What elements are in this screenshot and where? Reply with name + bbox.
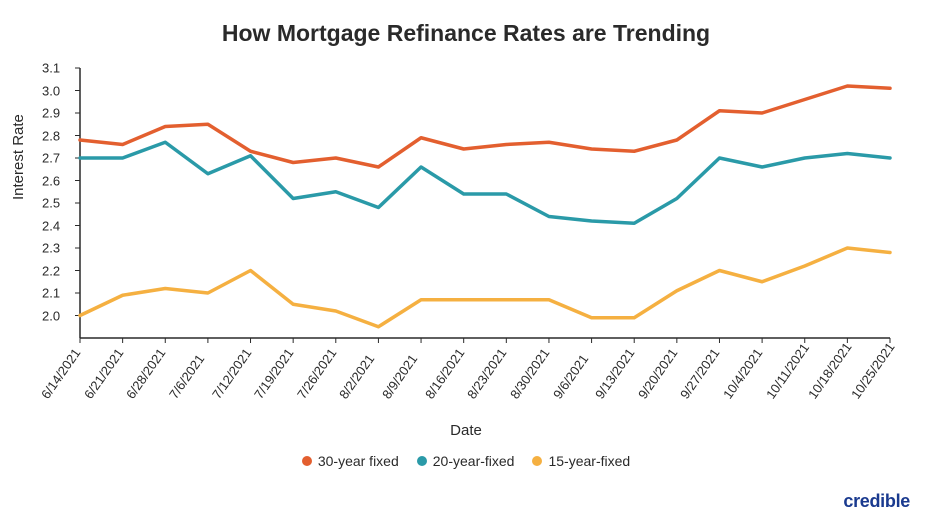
plot-area (80, 68, 890, 338)
x-tick-label: 6/14/2021 (38, 346, 83, 402)
x-tick-label: 8/2/2021 (336, 352, 377, 402)
y-tick-label: 2.0 (42, 308, 60, 323)
x-tick-label: 7/6/2021 (166, 352, 207, 402)
x-tick-label: 7/26/2021 (294, 346, 339, 402)
chart-title: How Mortgage Refinance Rates are Trendin… (0, 20, 932, 47)
x-tick-label: 8/23/2021 (464, 346, 509, 402)
legend-item: 20-year-fixed (417, 453, 515, 469)
y-tick-label: 3.1 (42, 61, 60, 76)
y-tick-label: 2.9 (42, 106, 60, 121)
x-tick-label: 9/20/2021 (635, 346, 680, 402)
legend-label: 15-year-fixed (548, 453, 630, 469)
y-axis-label: Interest Rate (10, 114, 27, 200)
legend-item: 30-year fixed (302, 453, 399, 469)
legend-item: 15-year-fixed (532, 453, 630, 469)
x-tick-label: 8/9/2021 (379, 352, 420, 402)
legend: 30-year fixed 20-year-fixed 15-year-fixed (0, 453, 932, 469)
y-tick-label: 2.1 (42, 286, 60, 301)
y-tick-label: 2.2 (42, 263, 60, 278)
legend-label: 30-year fixed (318, 453, 399, 469)
x-tick-label: 7/19/2021 (251, 346, 296, 402)
y-tick-label: 3.0 (42, 83, 60, 98)
chart-container: How Mortgage Refinance Rates are Trendin… (0, 0, 932, 524)
y-tick-label: 2.3 (42, 241, 60, 256)
x-tick-label: 8/16/2021 (422, 346, 467, 402)
legend-dot-icon (532, 456, 542, 466)
y-tick-label: 2.4 (42, 218, 60, 233)
y-tick-label: 2.7 (42, 151, 60, 166)
x-tick-label: 10/25/2021 (848, 340, 898, 402)
legend-dot-icon (302, 456, 312, 466)
x-axis-label: Date (0, 422, 932, 439)
x-tick-label: 9/27/2021 (677, 346, 722, 402)
legend-label: 20-year-fixed (433, 453, 515, 469)
x-tick-label: 9/13/2021 (592, 346, 637, 402)
legend-dot-icon (417, 456, 427, 466)
x-tick-label: 6/28/2021 (123, 346, 168, 402)
y-tick-label: 2.5 (42, 196, 60, 211)
y-tick-label: 2.6 (42, 173, 60, 188)
x-tick-label: 7/12/2021 (209, 346, 254, 402)
y-tick-label: 2.8 (42, 128, 60, 143)
brand-logo: credible (843, 491, 910, 512)
x-tick-label: 6/21/2021 (81, 346, 126, 402)
x-tick-label: 10/4/2021 (720, 346, 765, 402)
x-tick-label: 9/6/2021 (550, 352, 591, 402)
x-tick-label: 8/30/2021 (507, 346, 552, 402)
